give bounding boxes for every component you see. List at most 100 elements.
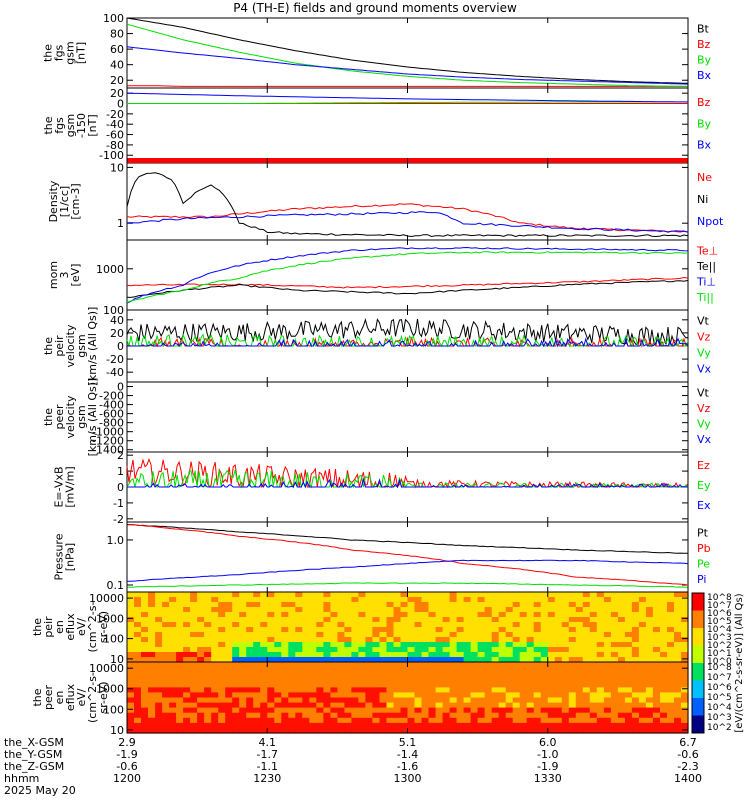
heatmap-cell	[526, 722, 535, 729]
heatmap-cell	[526, 717, 535, 724]
heatmap-cell	[260, 667, 268, 673]
heatmap-cell	[274, 657, 282, 663]
heatmap-cell	[442, 622, 451, 628]
heatmap-cell	[372, 632, 380, 638]
heatmap-cell	[211, 647, 219, 653]
heatmap-cell	[617, 652, 626, 658]
heatmap-cell	[407, 712, 416, 719]
heatmap-cell	[358, 667, 366, 673]
heatmap-cell	[253, 682, 261, 688]
heatmap-cell	[624, 662, 633, 668]
heatmap-cell	[582, 717, 591, 724]
heatmap-cell	[540, 607, 549, 613]
heatmap-cell	[477, 687, 486, 694]
heatmap-cell	[624, 642, 633, 648]
y-axis-label: [nPa]	[64, 543, 77, 571]
heatmap-cell	[302, 652, 310, 658]
heatmap-cell	[561, 662, 570, 668]
heatmap-cell	[617, 647, 626, 653]
heatmap-cell	[638, 727, 647, 734]
heatmap-cell	[323, 627, 331, 633]
heatmap-cell	[449, 637, 458, 643]
heatmap-cell	[449, 687, 458, 694]
heatmap-cell	[141, 687, 149, 694]
heatmap-cell	[512, 682, 521, 688]
heatmap-cell	[344, 677, 352, 683]
heatmap-cell	[610, 622, 619, 628]
heatmap-cell	[547, 597, 556, 603]
heatmap-cell	[603, 727, 612, 734]
heatmap-cell	[617, 632, 626, 638]
heatmap-cell	[372, 697, 380, 704]
heatmap-cell	[617, 607, 626, 613]
heatmap-cell	[561, 597, 570, 603]
heatmap-cell	[309, 667, 317, 673]
heatmap-cell	[176, 612, 184, 618]
heatmap-cell	[323, 652, 331, 658]
heatmap-cell	[428, 717, 437, 724]
heatmap-cell	[435, 662, 444, 668]
heatmap-cell	[526, 652, 535, 658]
series-line-Vt	[126, 318, 689, 347]
heatmap-cell	[484, 702, 493, 709]
heatmap-cell	[337, 637, 345, 643]
heatmap-cell	[582, 677, 591, 683]
heatmap-cell	[596, 677, 605, 683]
heatmap-cell	[197, 672, 205, 678]
heatmap-cell	[155, 682, 163, 688]
heatmap-cell	[631, 667, 640, 673]
heatmap-cell	[645, 692, 654, 699]
heatmap-cell	[190, 652, 198, 658]
heatmap-cell	[337, 707, 345, 714]
heatmap-cell	[652, 597, 661, 603]
heatmap-cell	[365, 622, 373, 628]
heatmap-cell	[372, 712, 380, 719]
heatmap-cell	[204, 682, 212, 688]
heatmap-cell	[211, 712, 219, 719]
heatmap-cell	[372, 722, 380, 729]
heatmap-cell	[148, 677, 156, 683]
heatmap-cell	[169, 677, 177, 683]
series-line-Npot	[126, 211, 689, 233]
heatmap-cell	[589, 622, 598, 628]
x-tick-label: 1300	[394, 772, 422, 785]
heatmap-cell	[603, 647, 612, 653]
heatmap-cell	[379, 697, 388, 704]
heatmap-cell	[351, 602, 359, 608]
heatmap-cell	[456, 722, 465, 729]
heatmap-cell	[253, 727, 261, 734]
heatmap-cell	[344, 672, 352, 678]
heatmap-cell	[400, 697, 409, 704]
heatmap-cell	[463, 727, 472, 734]
heatmap-cell	[442, 607, 451, 613]
heatmap-cell	[155, 652, 163, 658]
y-axis-label: en	[53, 691, 66, 705]
heatmap-cell	[428, 722, 437, 729]
heatmap-cell	[589, 612, 598, 618]
heatmap-cell	[519, 592, 528, 598]
heatmap-cell	[295, 597, 303, 603]
heatmap-cell	[561, 592, 570, 598]
heatmap-cell	[267, 652, 275, 658]
heatmap-cell	[603, 642, 612, 648]
heatmap-cell	[589, 607, 598, 613]
heatmap-cell	[162, 677, 170, 683]
heatmap-cell	[372, 687, 380, 694]
y-tick-label: 0.1	[107, 579, 125, 592]
heatmap-cell	[554, 647, 563, 653]
heatmap-cell	[421, 597, 430, 603]
heatmap-cell	[162, 597, 170, 603]
heatmap-cell	[281, 722, 289, 729]
heatmap-cell	[204, 607, 212, 613]
heatmap-cell	[204, 632, 212, 638]
heatmap-cell	[358, 652, 366, 658]
heatmap-cell	[596, 627, 605, 633]
heatmap-cell	[491, 642, 500, 648]
heatmap-cell	[667, 592, 675, 598]
heatmap-cell	[379, 712, 388, 719]
heatmap-cell	[281, 627, 289, 633]
heatmap-cell	[400, 612, 409, 618]
heatmap-cell	[667, 682, 675, 688]
heatmap-cell	[561, 617, 570, 623]
heatmap-cell	[393, 607, 402, 613]
